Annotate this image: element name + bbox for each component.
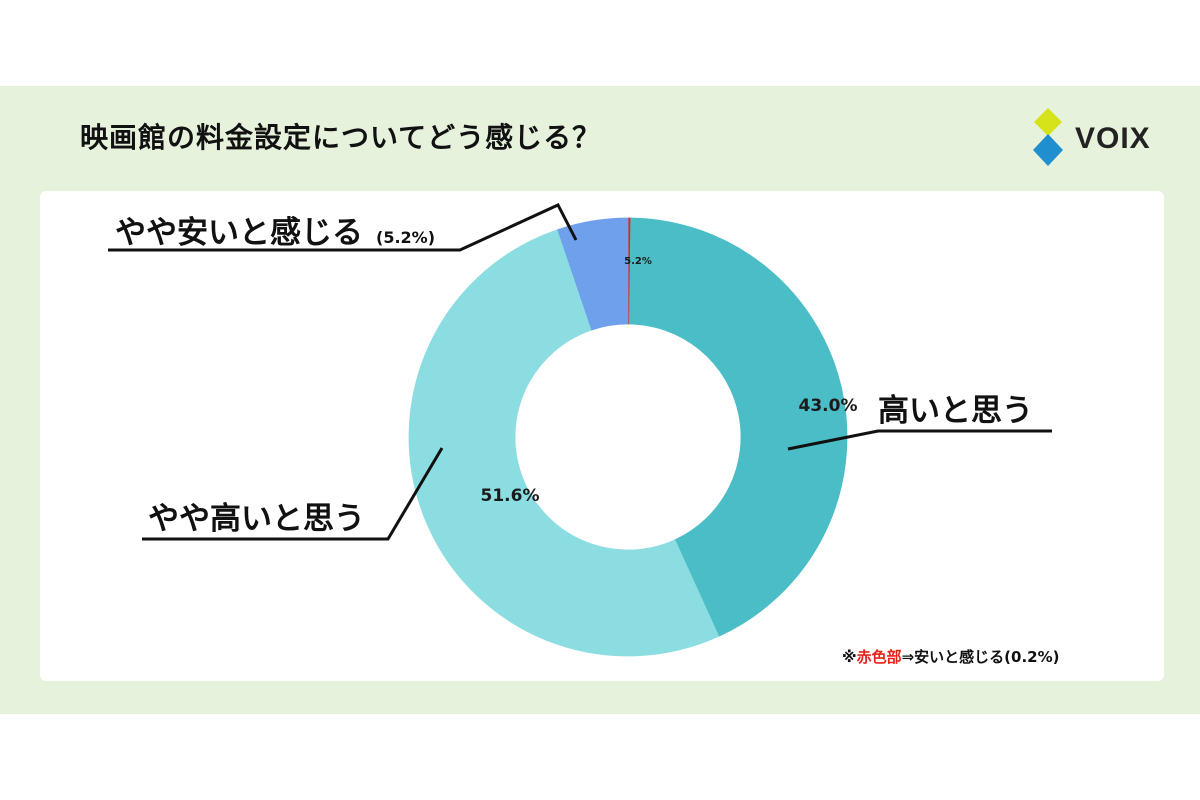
chart-card: 43.0% 51.6% 5.2% 高いと思うやや高いと思う やや安いと感じる (5.2%) (40, 191, 1164, 681)
callout-line-somewhat-cheap (108, 203, 578, 252)
callout-label-somewhat-high: やや高いと思う (148, 501, 365, 537)
donut-slice-2 (408, 229, 720, 657)
logo-top-diamond (1034, 108, 1062, 136)
voix-logo (1033, 108, 1063, 166)
callout-label-somewhat-cheap-pct: (5.2%) (376, 228, 435, 247)
footnote-highlight: 赤色部 (856, 648, 902, 666)
callout-label-high: 高いと思う (878, 393, 1033, 429)
callout-line-high (787, 429, 1052, 451)
logo-bottom-diamond (1033, 134, 1063, 166)
slices-group (408, 217, 848, 657)
footnote: ※赤色部⇒安いと感じる(0.2%) (842, 646, 1060, 667)
slice-pct-label-2: 51.6% (481, 486, 540, 506)
brand-name: VOIX (1075, 122, 1151, 155)
donut-slice-1 (629, 217, 848, 637)
slice-pct-label-1: 43.0% (799, 396, 858, 416)
footnote-prefix: ※ (842, 648, 857, 666)
chart-title: 映画館の料金設定についてどう感じる？ (80, 121, 602, 154)
callout-line-somewhat-high (142, 447, 444, 541)
slice-pct-label-3: 5.2% (624, 256, 652, 267)
donut-slice-3 (557, 217, 629, 331)
footnote-text: ⇒安いと感じる(0.2%) (901, 648, 1060, 666)
callout-label-somewhat-cheap: やや安いと感じる (115, 215, 363, 251)
